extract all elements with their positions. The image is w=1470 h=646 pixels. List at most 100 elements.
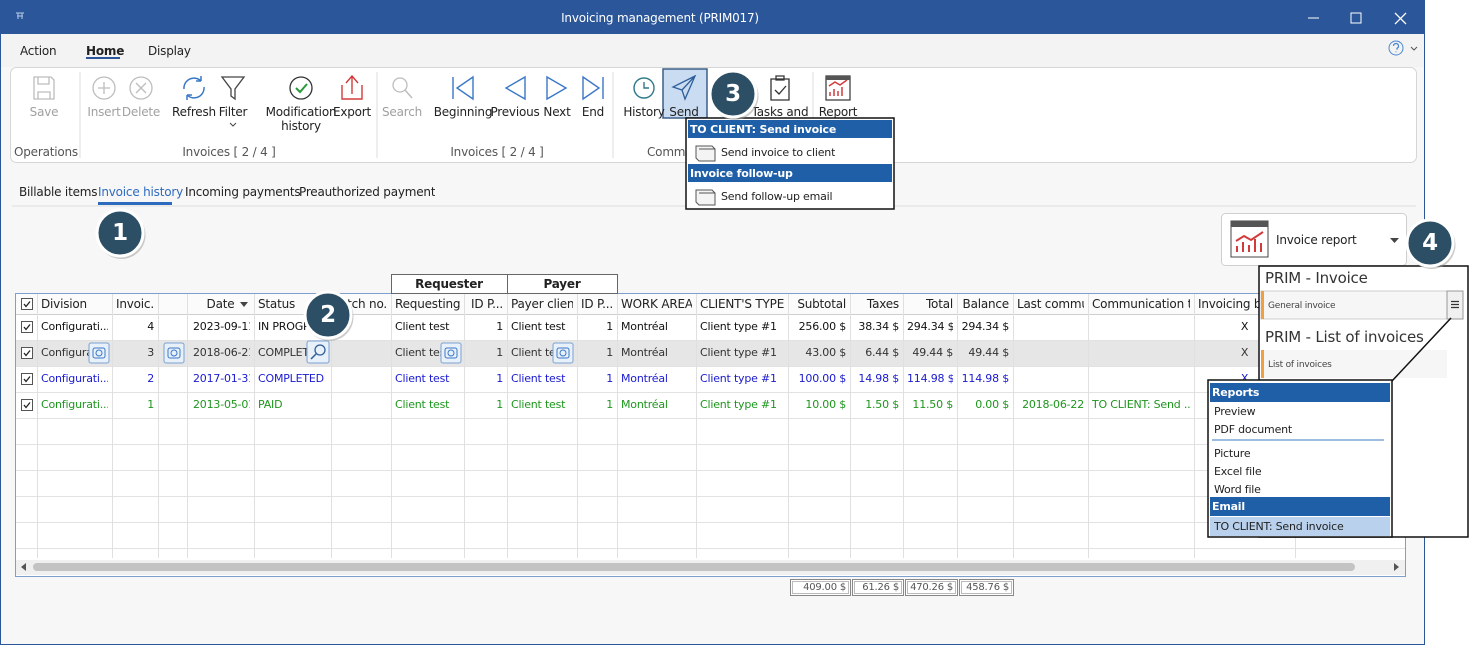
- window-title: Invoicing management (PRIM017): [561, 11, 759, 25]
- grid-cell: PAID: [258, 398, 283, 411]
- ribbon-button[interactable]: Send: [669, 105, 699, 119]
- report-menu-item[interactable]: PDF document: [1214, 423, 1293, 436]
- report-section-title: PRIM - List of invoices: [1265, 328, 1424, 346]
- report-menu-item[interactable]: Excel file: [1214, 465, 1262, 478]
- grid-cell: Client test: [395, 372, 450, 385]
- tab[interactable]: Preauthorized payment: [299, 185, 436, 199]
- report-item-label[interactable]: List of invoices: [1268, 360, 1332, 370]
- send-menu-item[interactable]: Send invoice to client: [721, 146, 836, 159]
- search-button[interactable]: [306, 340, 330, 364]
- grid-cell: 114.98 $: [907, 372, 953, 385]
- ribbon-button[interactable]: Next: [543, 105, 571, 119]
- grid-cell: 256.00 $: [798, 320, 846, 333]
- lookup-button[interactable]: [440, 342, 462, 364]
- ribbon-group-label: Operations: [14, 145, 78, 159]
- ribbon-button[interactable]: Report: [818, 105, 858, 119]
- scroll-left[interactable]: [21, 563, 26, 571]
- lookup-icon-lens: [170, 349, 178, 357]
- column-header: CLIENT'S TYPE: [700, 297, 784, 311]
- total-box-inner: [854, 581, 902, 594]
- ribbon-button[interactable]: End: [581, 105, 605, 119]
- callout-badge: [303, 290, 353, 340]
- grid-cell: 294.34 $: [907, 320, 953, 333]
- grid-cell: 1: [147, 398, 154, 411]
- report-menu-item[interactable]: Word file: [1214, 483, 1261, 496]
- total-value: 458.76 $: [966, 582, 1009, 593]
- title-bar: [0, 0, 1425, 34]
- grid-cell: 1: [606, 398, 613, 411]
- ribbon-button: Save: [29, 105, 59, 119]
- column-header: ID P...: [581, 297, 613, 311]
- ribbon-button[interactable]: Export: [332, 105, 372, 119]
- ribbon-button[interactable]: Previous: [490, 105, 540, 119]
- total-box: [852, 579, 904, 596]
- lookup-icon: [556, 347, 570, 359]
- grid-cell: X: [1240, 346, 1249, 359]
- send-menu-item[interactable]: Send follow-up email: [721, 190, 833, 203]
- column-header: Invoic...: [116, 297, 154, 311]
- menu-item[interactable]: Display: [148, 44, 191, 58]
- grid-cell: 49.44 $: [968, 346, 1009, 359]
- ribbon-button[interactable]: Filter: [218, 105, 248, 119]
- header-checkbox[interactable]: [21, 298, 33, 310]
- tab[interactable]: Billable items: [19, 185, 98, 199]
- maximize-button[interactable]: [1350, 12, 1362, 24]
- callout-badge: [95, 208, 145, 258]
- lookup-button[interactable]: [163, 342, 185, 364]
- ribbon-button[interactable]: Tasks and: [751, 105, 809, 119]
- send-item-icon: [695, 145, 716, 162]
- icon-check: [295, 83, 308, 94]
- tab[interactable]: Incoming payments: [185, 185, 301, 199]
- total-value: 470.26 $: [910, 582, 953, 593]
- grid-cell: 1: [606, 346, 613, 359]
- column-header: Last commu...: [1017, 297, 1084, 311]
- grid-cell: 2018-06-21: [193, 346, 250, 359]
- ribbon-button[interactable]: Modification history: [265, 105, 337, 133]
- grid-cell: 1: [496, 398, 503, 411]
- row-checkbox[interactable]: [21, 321, 33, 333]
- grid-cell: Configurati...: [41, 398, 108, 411]
- search-icon-handle: [310, 353, 317, 360]
- ribbon-button[interactable]: Beginning: [433, 105, 493, 119]
- lookup-button[interactable]: [88, 342, 110, 364]
- report-menu-item[interactable]: Picture: [1214, 447, 1251, 460]
- ribbon-button: Insert: [87, 105, 121, 119]
- column-header: Date: [206, 297, 235, 311]
- grid-cell: Client test: [511, 320, 566, 333]
- report-item-label[interactable]: General invoice: [1268, 301, 1336, 311]
- menu-item[interactable]: Action: [20, 44, 57, 58]
- scroll-right[interactable]: [1394, 563, 1399, 571]
- grid-cell: Montréal: [621, 398, 668, 411]
- grid-cell: 43.00 $: [805, 346, 846, 359]
- report-menu-item[interactable]: TO CLIENT: Send invoice: [1214, 520, 1344, 533]
- help-icon[interactable]: [1388, 40, 1404, 56]
- tab[interactable]: Invoice history: [98, 185, 183, 199]
- grid-cell: 4: [147, 320, 154, 333]
- row-checkbox-mark: [23, 350, 31, 357]
- row-checkbox[interactable]: [21, 373, 33, 385]
- scroll-thumb[interactable]: [33, 563, 1355, 571]
- grid-cell: 10.00 $: [805, 398, 846, 411]
- icon-delete-ring: [129, 76, 153, 100]
- report-section-title: PRIM - Invoice: [1265, 269, 1368, 287]
- grid-cell: X: [1240, 320, 1249, 333]
- row-checkbox[interactable]: [21, 399, 33, 411]
- menu-bar: [1, 34, 1424, 67]
- ribbon-button[interactable]: History: [623, 105, 665, 119]
- grid-cell: 2017-01-31: [193, 372, 250, 385]
- total-box-inner: [961, 581, 1012, 594]
- grid-cell: Client type #1: [700, 372, 777, 385]
- report-menu-item[interactable]: Preview: [1214, 405, 1256, 418]
- column-header: WORK AREA: [621, 297, 692, 311]
- row-checkbox[interactable]: [21, 347, 33, 359]
- icon-previous: [504, 75, 526, 101]
- icon-delete: [135, 82, 147, 94]
- close-button[interactable]: [1394, 12, 1407, 25]
- invoice-report-label[interactable]: Invoice report: [1276, 233, 1357, 247]
- menu-item[interactable]: Home: [86, 44, 125, 58]
- icon-search: [392, 77, 408, 93]
- lookup-button[interactable]: [552, 342, 574, 364]
- report-item[interactable]: [1260, 290, 1448, 320]
- ribbon-button[interactable]: Refresh: [172, 105, 216, 119]
